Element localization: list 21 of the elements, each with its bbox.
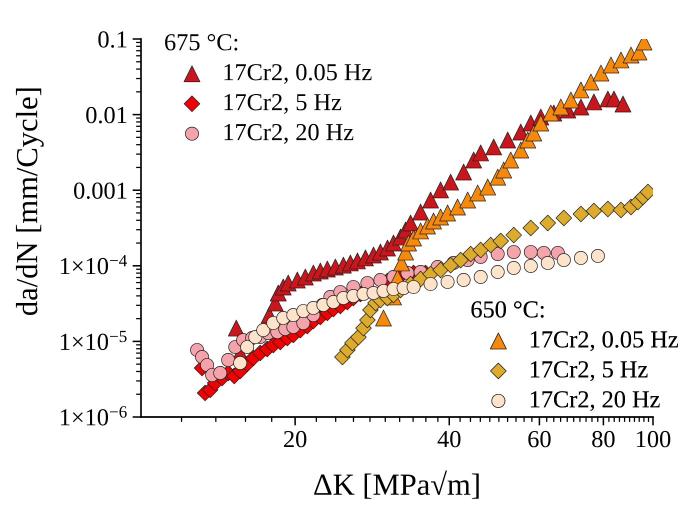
legend-label: 17Cr2, 5 Hz [224,94,342,114]
y-tick-label: 1×10$^{−6}$ [60,406,127,426]
x-tick-label: 80 [592,430,615,448]
x-axis-title: ΔK [MPa√m] [314,470,479,499]
y-tick-label: 0.01 [86,106,126,124]
legend-label: 17Cr2, 0.05 Hz [530,331,678,352]
y-tick-label: 0.1 [98,31,126,48]
x-tick-label: 20 [284,430,306,448]
legend-label: 17Cr2, 20 Hz [224,124,354,144]
legend-label: 17Cr2, 5 Hz [530,361,648,382]
y-tick-label: 1×10$^{−5}$ [60,330,127,350]
y-tick-label: 0.001 [74,182,126,199]
legend-label: 17Cr2, 20 Hz [530,391,660,412]
x-tick-label: 60 [528,430,551,448]
y-axis-title: da/dN [mm/Cycle] [16,88,44,316]
y-tick-label: 1×10$^{−4}$ [60,255,127,274]
text: 675 °C: [165,34,238,51]
x-tick-label: 100 [636,430,670,448]
x-tick-label: 40 [438,430,460,448]
text: 650 °C: [471,301,544,318]
legend-label: 17Cr2, 0.05 Hz [224,64,372,84]
